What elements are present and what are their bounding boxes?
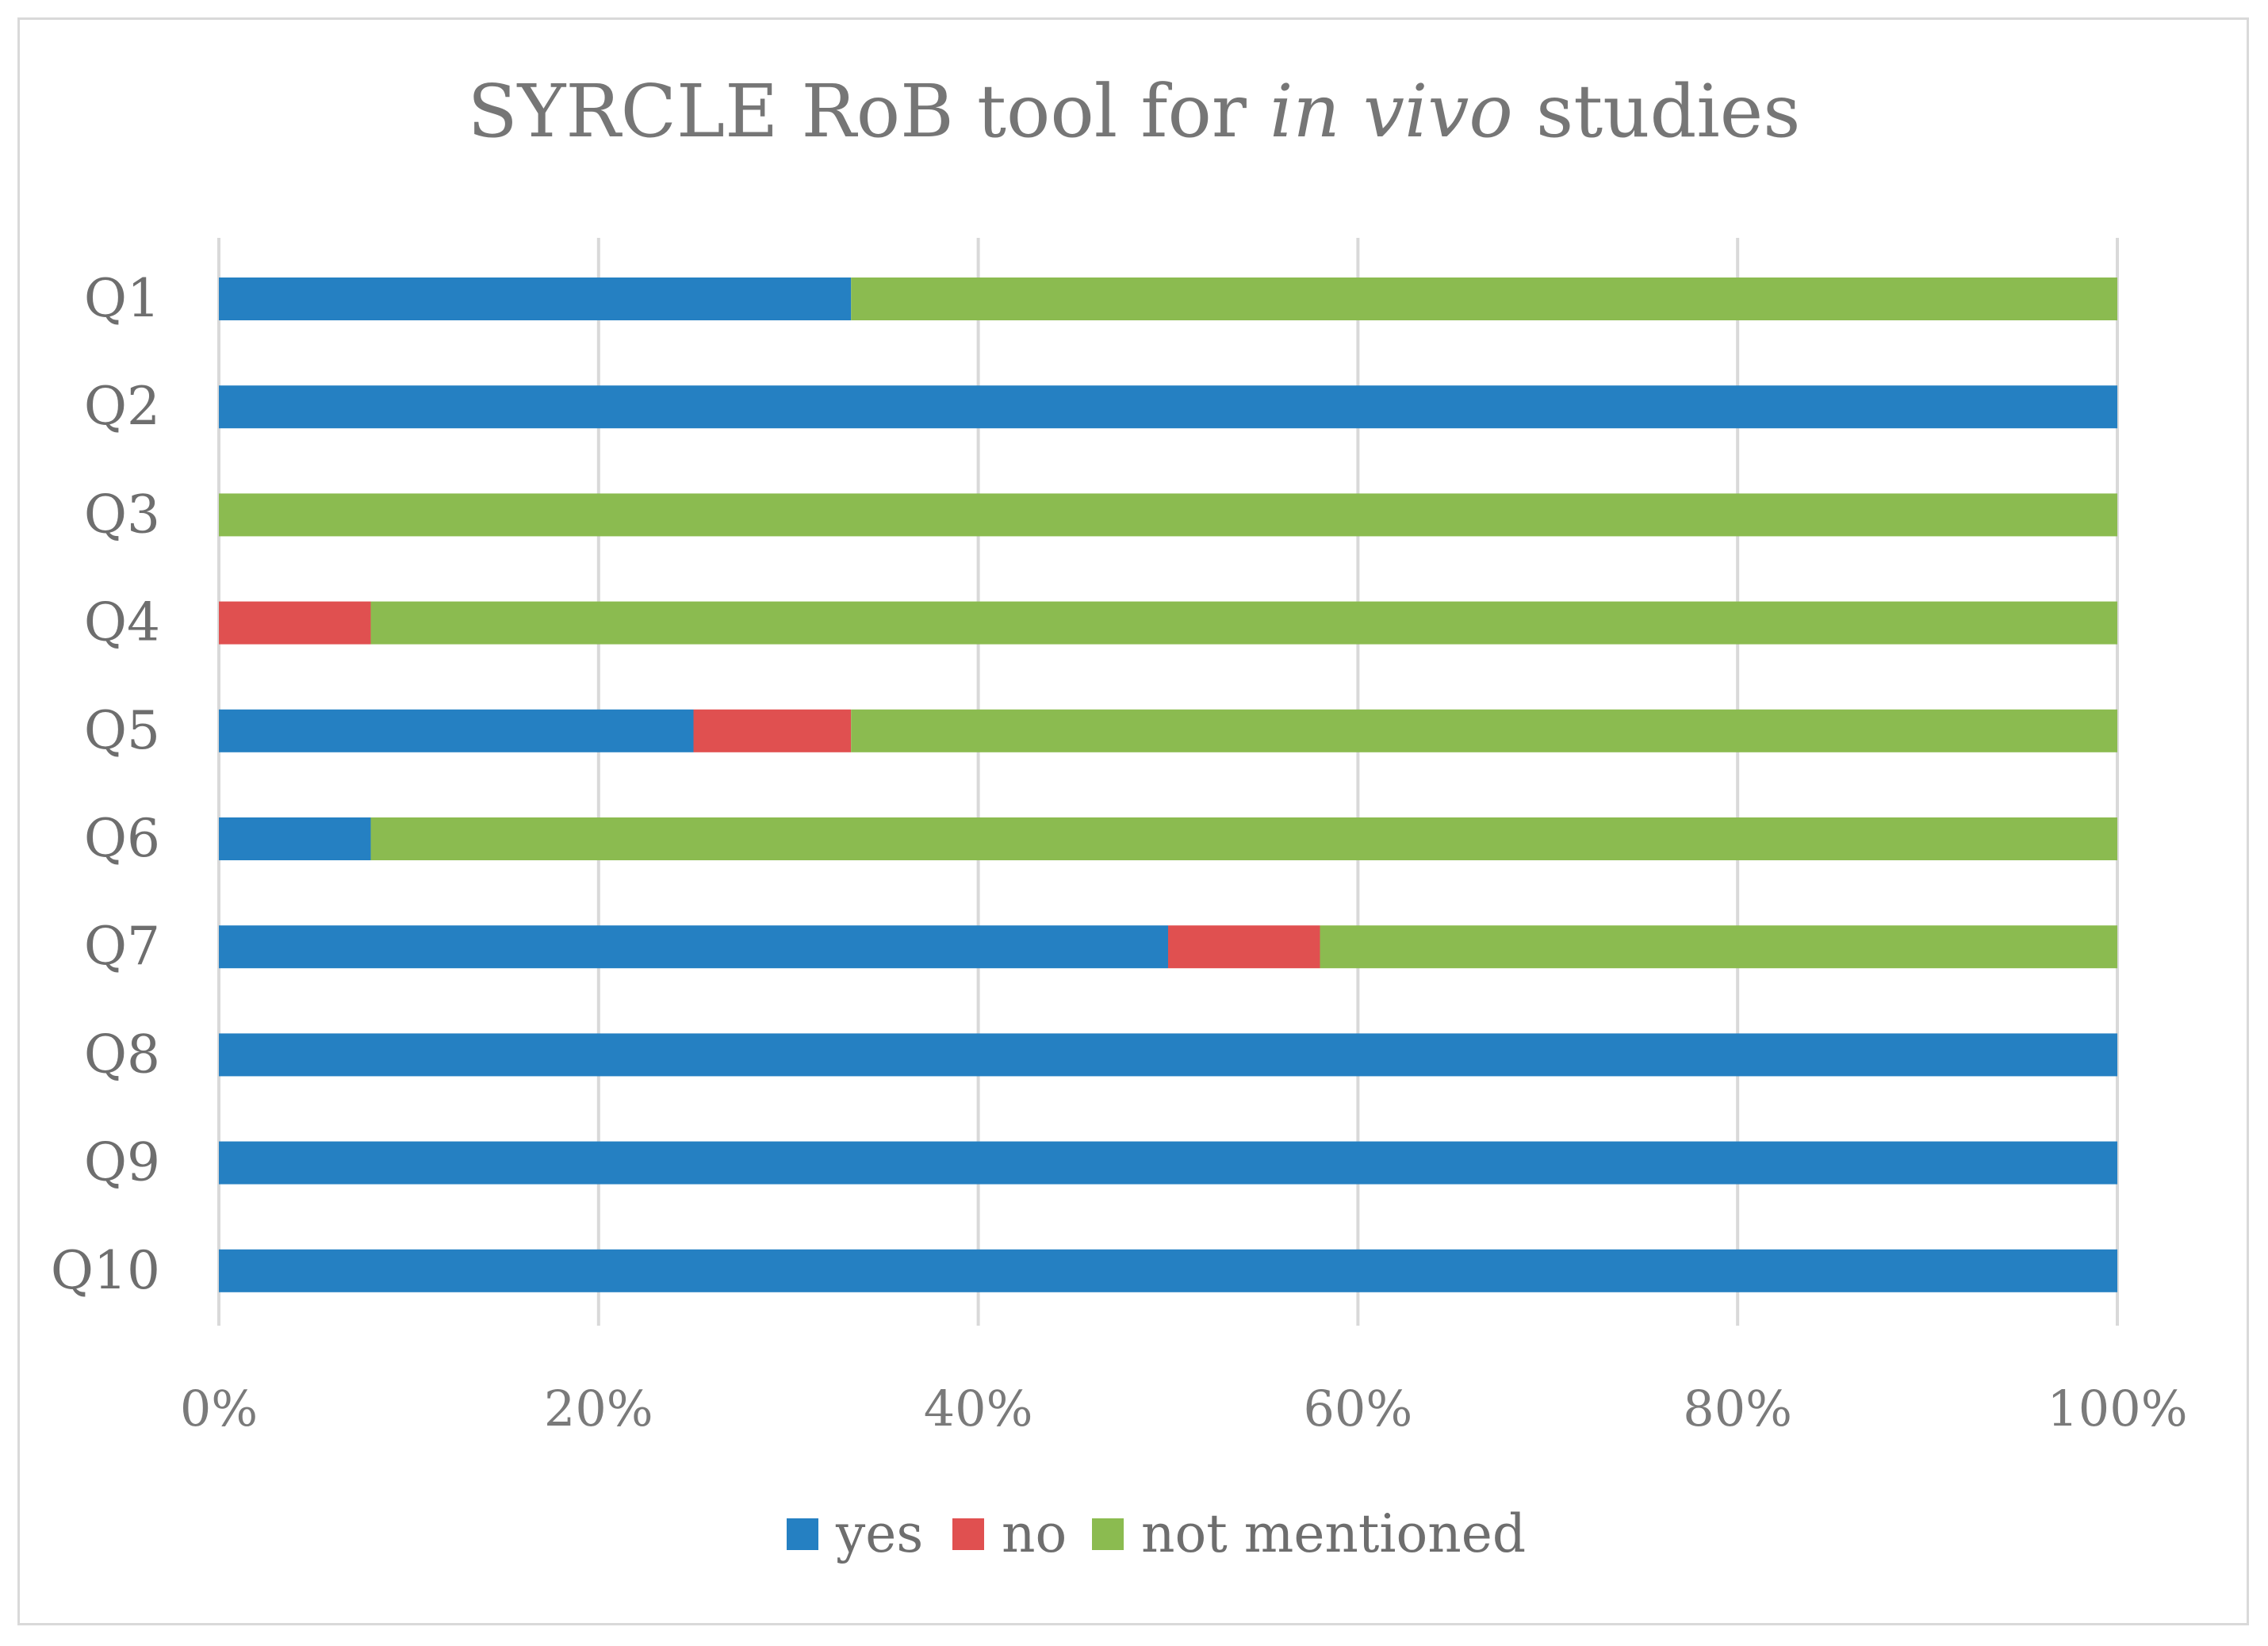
x-tick-label: 100%: [2047, 1380, 2187, 1437]
chart-title-suffix: studies: [1513, 69, 1801, 154]
bar-segment-not-mentioned: [219, 493, 2117, 537]
legend-label: not mentioned: [1141, 1503, 1526, 1564]
bar-segment-yes: [219, 925, 1168, 969]
bar-segment-no: [219, 601, 371, 645]
legend: yes no not mentioned: [787, 1503, 1526, 1564]
bar-segment-yes: [219, 1249, 2117, 1292]
category-label: Q7: [84, 916, 160, 977]
legend-swatch: [787, 1518, 818, 1550]
category-label: Q1: [84, 268, 160, 329]
category-labels: Q1 Q2 Q3 Q4 Q5 Q6 Q7 Q8 Q9 Q10: [51, 268, 160, 1301]
legend-swatch: [1092, 1518, 1124, 1550]
x-tick-label: 60%: [1303, 1380, 1412, 1437]
legend-label: yes: [835, 1503, 923, 1564]
bars: [219, 278, 2117, 1292]
bar-segment-yes: [219, 385, 2117, 429]
category-label: Q3: [84, 484, 160, 545]
category-label: Q2: [84, 376, 160, 437]
x-tick-label: 0%: [180, 1380, 258, 1437]
category-label: Q9: [84, 1132, 160, 1193]
legend-swatch: [952, 1518, 984, 1550]
bar-segment-not-mentioned: [851, 709, 2117, 752]
bar-segment-yes: [219, 278, 852, 320]
bar-segment-not-mentioned: [851, 278, 2117, 320]
bar-segment-yes: [219, 709, 694, 752]
category-label: Q8: [84, 1024, 160, 1085]
legend-label: no: [1002, 1503, 1067, 1564]
chart-title-prefix: SYRCLE RoB tool for: [468, 69, 1270, 154]
category-label: Q10: [51, 1240, 160, 1301]
category-label: Q4: [84, 592, 160, 653]
bar-segment-not-mentioned: [370, 817, 2117, 860]
bar-segment-no: [693, 709, 852, 752]
bar-segment-yes: [219, 1033, 2117, 1077]
category-label: Q6: [84, 808, 160, 869]
bar-segment-not-mentioned: [1320, 925, 2117, 969]
chart-title: SYRCLE RoB tool for in vivo studies: [468, 69, 1801, 154]
chart-title-italic: in vivo: [1270, 69, 1513, 154]
bar-segment-yes: [219, 1141, 2117, 1185]
bar-segment-not-mentioned: [370, 601, 2117, 645]
x-tick-label: 80%: [1683, 1380, 1792, 1437]
x-tick-label: 20%: [544, 1380, 653, 1437]
x-tick-labels: 0% 20% 40% 60% 80% 100%: [180, 1380, 2188, 1437]
category-label: Q5: [84, 700, 160, 761]
x-tick-label: 40%: [924, 1380, 1033, 1437]
bar-segment-yes: [219, 817, 371, 860]
bar-segment-no: [1168, 925, 1320, 969]
